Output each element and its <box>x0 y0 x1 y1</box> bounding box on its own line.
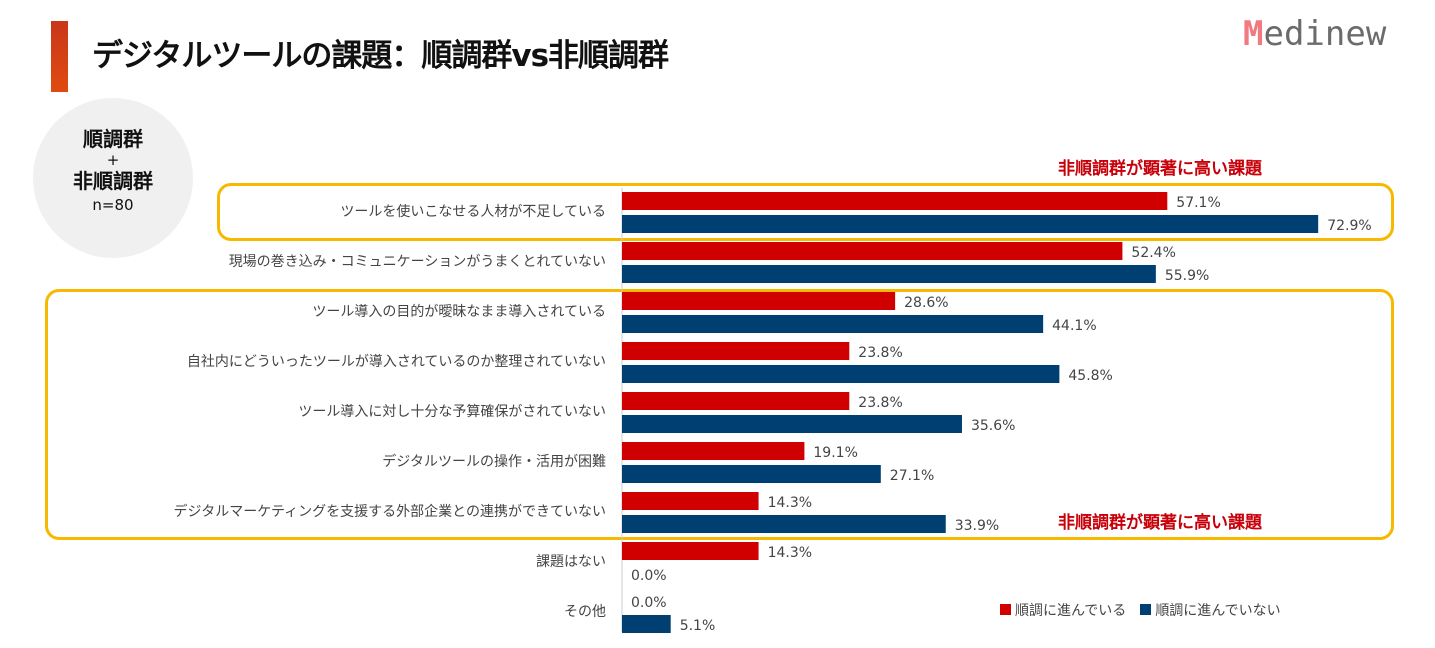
data-label: 35.6% <box>971 418 1015 434</box>
highlight-box-bottom <box>45 289 1394 540</box>
bar <box>622 392 850 410</box>
data-label: 45.8% <box>1068 368 1112 384</box>
legend-item-on-track: 順調に進んでいる <box>1000 600 1126 620</box>
highlight-note-top: 非順調群が顕著に高い課題 <box>1058 159 1262 179</box>
data-label: 14.3% <box>768 495 812 511</box>
logo: Medinew <box>1243 14 1387 54</box>
category-label: デジタルツールの操作・活用が困難 <box>382 453 606 470</box>
bar <box>622 265 1156 283</box>
bar <box>622 442 805 460</box>
bar <box>622 215 1319 233</box>
legend-item-not-on-track: 順調に進んでいない <box>1140 600 1281 620</box>
bar <box>622 342 850 360</box>
sample-size: n=80 <box>92 196 134 214</box>
data-label: 55.9% <box>1165 268 1209 284</box>
data-label: 27.1% <box>890 468 934 484</box>
bar <box>622 465 881 483</box>
bar <box>622 492 759 510</box>
bar <box>622 242 1123 260</box>
category-label: その他 <box>564 604 606 620</box>
category-label: デジタルマーケティングを支援する外部企業との連携ができていない <box>174 503 606 520</box>
bar <box>622 292 896 310</box>
data-label: 23.8% <box>858 395 902 411</box>
category-label: ツール導入の目的が曖昧なまま導入されている <box>312 304 606 320</box>
legend: 順調に進んでいる 順調に進んでいない <box>1000 600 1281 620</box>
group2-label: 非順調群 <box>73 169 153 193</box>
data-label: 23.8% <box>858 345 902 361</box>
sample-badge: 順調群 + 非順調群 n=80 <box>33 98 193 258</box>
bar <box>622 192 1168 210</box>
group1-label: 順調群 <box>83 127 143 151</box>
plus-label: + <box>106 151 120 169</box>
data-label: 0.0% <box>631 568 667 584</box>
data-label: 52.4% <box>1131 245 1175 261</box>
bar <box>622 315 1044 333</box>
category-label: 現場の巻き込み・コミュニケーションがうまくとれていない <box>229 254 606 270</box>
title-accent-bar <box>51 21 68 92</box>
highlight-note-bottom: 非順調群が顕著に高い課題 <box>1058 513 1262 533</box>
category-label: 課題はない <box>536 554 606 570</box>
data-label: 44.1% <box>1052 318 1096 334</box>
page-title: デジタルツールの課題：順調群vs非順調群 <box>92 38 669 74</box>
data-label: 33.9% <box>955 518 999 534</box>
data-label: 0.0% <box>631 595 667 611</box>
data-label: 19.1% <box>813 445 857 461</box>
category-label: 自社内にどういったツールが導入されているのか整理されていない <box>187 354 606 370</box>
data-label: 57.1% <box>1176 195 1220 211</box>
bar <box>622 415 962 433</box>
data-label: 72.9% <box>1327 218 1371 234</box>
bar <box>622 365 1060 383</box>
category-label: ツール導入に対し十分な予算確保がされていない <box>298 404 606 420</box>
data-label: 14.3% <box>768 545 812 561</box>
bar <box>622 542 759 560</box>
highlight-box-top <box>217 183 1394 241</box>
bar <box>622 515 946 533</box>
category-label: ツールを使いこなせる人材が不足している <box>340 203 606 220</box>
data-label: 28.6% <box>904 295 948 311</box>
data-label: 5.1% <box>680 618 716 634</box>
bar <box>622 615 671 633</box>
